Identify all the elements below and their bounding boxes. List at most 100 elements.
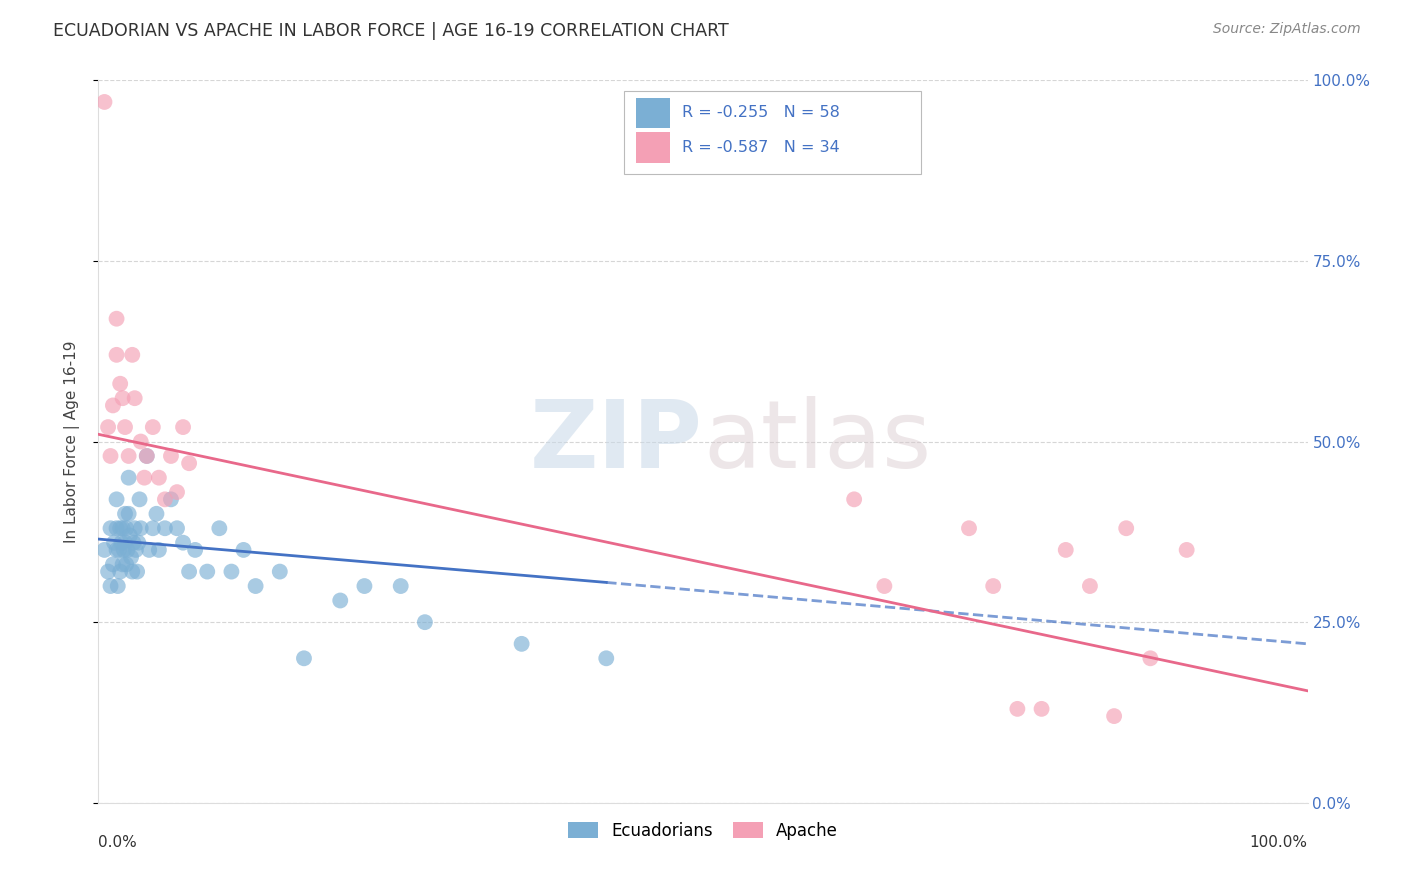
Point <box>166 485 188 500</box>
Point <box>1031 702 1053 716</box>
Point <box>101 558 124 572</box>
Point <box>118 507 141 521</box>
Point <box>111 558 134 572</box>
Point <box>1139 651 1161 665</box>
Point <box>1175 542 1198 557</box>
Point <box>93 95 115 109</box>
Point <box>1102 709 1125 723</box>
Point <box>153 492 176 507</box>
Point <box>114 420 136 434</box>
Point <box>153 521 176 535</box>
Point <box>118 470 141 484</box>
Point <box>145 507 167 521</box>
Point <box>124 391 146 405</box>
Point <box>595 651 617 665</box>
Point <box>329 593 352 607</box>
Point <box>120 550 142 565</box>
Point <box>108 565 131 579</box>
Point <box>142 420 165 434</box>
Point <box>107 579 129 593</box>
Point <box>195 565 218 579</box>
Point <box>1115 521 1137 535</box>
Point <box>129 434 152 449</box>
Point <box>179 456 201 470</box>
Point <box>108 542 131 557</box>
Point <box>148 542 170 557</box>
Point <box>1007 702 1029 716</box>
Point <box>138 542 160 557</box>
Point <box>160 492 183 507</box>
Point <box>121 348 143 362</box>
Text: atlas: atlas <box>703 395 931 488</box>
Point <box>110 535 132 549</box>
Point <box>353 579 375 593</box>
Point <box>221 565 243 579</box>
Point <box>111 521 134 535</box>
Point <box>105 311 128 326</box>
Point <box>172 420 194 434</box>
Point <box>100 579 122 593</box>
Point <box>93 542 115 557</box>
Point <box>114 535 136 549</box>
Point <box>117 542 139 557</box>
Text: ZIP: ZIP <box>530 395 703 488</box>
Point <box>135 449 157 463</box>
Point <box>105 348 128 362</box>
Bar <box>637 97 671 128</box>
Y-axis label: In Labor Force | Age 16-19: In Labor Force | Age 16-19 <box>65 340 80 543</box>
Point <box>510 637 533 651</box>
Point <box>128 492 150 507</box>
Bar <box>637 132 671 162</box>
Text: ECUADORIAN VS APACHE IN LABOR FORCE | AGE 16-19 CORRELATION CHART: ECUADORIAN VS APACHE IN LABOR FORCE | AG… <box>53 22 730 40</box>
Point <box>172 535 194 549</box>
Point <box>114 507 136 521</box>
Point <box>245 579 267 593</box>
Point <box>208 521 231 535</box>
Point <box>97 420 120 434</box>
Text: 100.0%: 100.0% <box>1250 835 1308 850</box>
Point <box>129 521 152 535</box>
Point <box>122 535 145 549</box>
Point <box>389 579 412 593</box>
Point <box>118 528 141 542</box>
Point <box>127 535 149 549</box>
Point <box>121 565 143 579</box>
Point <box>112 542 135 557</box>
Point <box>135 449 157 463</box>
Point <box>134 470 156 484</box>
Point <box>125 542 148 557</box>
Point <box>184 542 207 557</box>
Point <box>844 492 866 507</box>
Text: Source: ZipAtlas.com: Source: ZipAtlas.com <box>1213 22 1361 37</box>
Point <box>142 521 165 535</box>
Point <box>232 542 254 557</box>
Point <box>118 449 141 463</box>
Point <box>160 449 183 463</box>
Point <box>108 521 131 535</box>
Point <box>105 521 128 535</box>
Text: R = -0.255   N = 58: R = -0.255 N = 58 <box>682 105 841 120</box>
Point <box>115 521 138 535</box>
Point <box>413 615 436 630</box>
Point <box>103 535 125 549</box>
Point <box>127 565 149 579</box>
Point <box>108 376 131 391</box>
Point <box>166 521 188 535</box>
Point <box>100 449 122 463</box>
Point <box>101 398 124 412</box>
Point <box>1054 542 1077 557</box>
Point <box>105 542 128 557</box>
FancyBboxPatch shape <box>624 91 921 174</box>
Text: 0.0%: 0.0% <box>98 835 138 850</box>
Point <box>97 565 120 579</box>
Point <box>873 579 896 593</box>
Point <box>292 651 315 665</box>
Point <box>957 521 980 535</box>
Point <box>111 391 134 405</box>
Point <box>100 521 122 535</box>
Point <box>269 565 291 579</box>
Legend: Ecuadorians, Apache: Ecuadorians, Apache <box>561 815 845 847</box>
Point <box>148 470 170 484</box>
Point <box>1078 579 1101 593</box>
Text: R = -0.587   N = 34: R = -0.587 N = 34 <box>682 140 841 155</box>
